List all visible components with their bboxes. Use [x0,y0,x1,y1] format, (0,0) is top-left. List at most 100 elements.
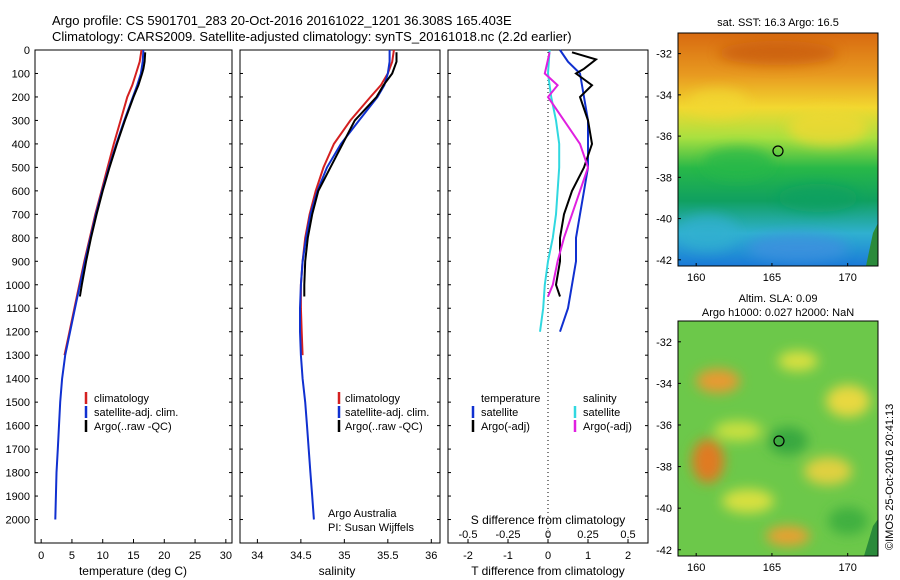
depth-tick-label: 1100 [6,303,30,315]
legend-argo: Argo(..raw -QC) [94,421,172,433]
depth-tick-label: 1200 [6,327,30,339]
depth-tick-label: 1800 [6,468,30,480]
x-tick-label-salinity: 0 [545,529,551,541]
depth-tick-label: 1000 [6,280,30,292]
depth-tick-label: 200 [12,92,30,104]
difference-panel: -2 -1 0 1 2 -0.5 -0.25 0 0.25 0.5 T difference fr… [447,49,649,578]
difference-series-line [539,49,561,332]
sla-map-y-ticks: -32 -34 -36 -38 -40 -42 [656,337,681,557]
depth-tick-label: 1700 [6,444,30,456]
map-y-tick-label: -36 [656,420,672,432]
depth-tick-labels: 0 100 200 300 400 500 600 700 800 900 1000 1100 1200… [6,45,648,527]
difference-xlabel2: S difference from climatology [471,513,626,527]
depth-tick-label: 1300 [6,350,30,362]
sla-map-x-ticks: 160 165 170 [687,553,857,574]
sla-map: Altim. SLA: 0.09 Argo h1000: 0.027 h2000… [656,293,879,574]
depth-tick-label: 1500 [6,397,30,409]
argo-location-marker [773,435,785,447]
x-tick-label: 1 [585,550,591,562]
sla-map-title-line2: Argo h1000: 0.027 h2000: NaN [702,307,854,319]
salinity-legend: climatology satellite-adj. clim. Argo(..… [337,392,429,433]
map-x-tick-label: 165 [763,272,781,284]
legend-s-satellite: satellite [583,407,620,419]
x-tick-label-salinity: -0.25 [495,529,520,541]
temperature-xlabel: temperature (deg C) [79,564,187,578]
sst-map-title: sat. SST: 16.3 Argo: 16.5 [717,17,839,29]
x-tick-label: 5 [69,550,75,562]
difference-xlabel: T difference from climatology [471,564,625,578]
depth-tick-label: 800 [12,233,30,245]
difference-legend: temperature salinity satellite Argo(-adj… [471,393,632,433]
x-tick-label: 36 [425,550,437,562]
depth-tick-label: 300 [12,115,30,127]
x-tick-label-salinity: 0.5 [620,529,635,541]
x-tick-label: -2 [463,550,473,562]
legend-t-argo: Argo(-adj) [481,421,530,433]
map-y-tick-label: -42 [656,255,672,267]
depth-tick-label: 0 [24,45,30,57]
map-x-tick-label: 170 [839,272,857,284]
sla-map-field [678,321,878,556]
map-y-tick-label: -32 [656,49,672,61]
depth-tick-label: 100 [12,68,30,80]
x-tick-label: 20 [158,550,170,562]
temperature-legend: climatology satellite-adj. clim. Argo(..… [84,392,178,433]
legend-climatology: climatology [345,393,401,405]
x-tick-label-salinity: -0.5 [459,529,478,541]
x-tick-label: -1 [503,550,513,562]
depth-tick-label: 500 [12,162,30,174]
argo-location-marker [772,145,784,157]
series-line-satellite-adj-clim- [54,49,145,520]
map-y-tick-label: -32 [656,337,672,349]
depth-tick-label: 400 [12,139,30,151]
x-tick-label: 25 [189,550,201,562]
legend-satellite: satellite-adj. clim. [94,407,178,419]
difference-x-ticks: -2 -1 0 1 2 -0.5 -0.25 0 0.25 0.5 [459,529,636,562]
temperature-x-ticks: 0 5 10 15 20 25 30 [38,539,232,562]
x-tick-label: 34 [251,550,263,562]
legend-title-temperature: temperature [481,393,540,405]
depth-tick-label: 1900 [6,491,30,503]
map-x-tick-label: 160 [687,562,705,574]
difference-lines [539,49,599,333]
salinity-lines [299,49,398,520]
legend-title-salinity: salinity [583,393,617,405]
sst-map-y-ticks: -32 -34 -36 -38 -40 -42 [656,49,681,267]
map-y-tick-label: -40 [656,214,672,226]
legend-climatology: climatology [94,393,150,405]
salinity-x-ticks: 34 34.5 35 35.5 36 [251,539,437,562]
imos-stamp: ©IMOS 25-Oct-2016 20:41:13 [884,404,896,550]
sst-map-frame [677,32,879,267]
x-tick-label: 15 [127,550,139,562]
map-y-tick-label: -40 [656,503,672,515]
x-tick-label: 10 [97,550,109,562]
depth-tick-label: 700 [12,209,30,221]
depth-tick-label: 2000 [6,515,30,527]
x-tick-label-salinity: 0.25 [577,529,598,541]
legend-argo: Argo(..raw -QC) [345,421,423,433]
title-line2: Climatology: CARS2009. Satellite-adjuste… [52,29,572,44]
salinity-frame [239,49,441,544]
x-tick-label: 2 [625,550,631,562]
map-y-tick-label: -34 [656,90,672,102]
title-line1: Argo profile: CS 5901701_283 20-Oct-2016… [52,13,512,28]
series-line-argo-raw-qc- [78,52,147,297]
temperature-frame [34,49,233,544]
map-y-tick-label: -38 [656,462,672,474]
salinity-panel: 34 34.5 35 35.5 36 salinity climatology sate… [239,49,441,578]
annotation-argo-australia: Argo Australia [328,508,397,520]
sla-map-title-line1: Altim. SLA: 0.09 [739,293,818,305]
sst-map-field [678,33,878,266]
x-tick-label: 35 [338,550,350,562]
difference-series-line [543,52,590,297]
map-x-tick-label: 170 [839,562,857,574]
x-tick-label: 34.5 [290,550,311,562]
depth-tick-label: 600 [12,186,30,198]
map-y-tick-label: -34 [656,378,672,390]
series-line-satellite-adj-clim- [299,50,391,520]
map-x-tick-label: 165 [763,562,781,574]
map-x-tick-label: 160 [687,272,705,284]
x-tick-label: 0 [545,550,551,562]
legend-s-argo: Argo(-adj) [583,421,632,433]
map-y-tick-label: -42 [656,545,672,557]
